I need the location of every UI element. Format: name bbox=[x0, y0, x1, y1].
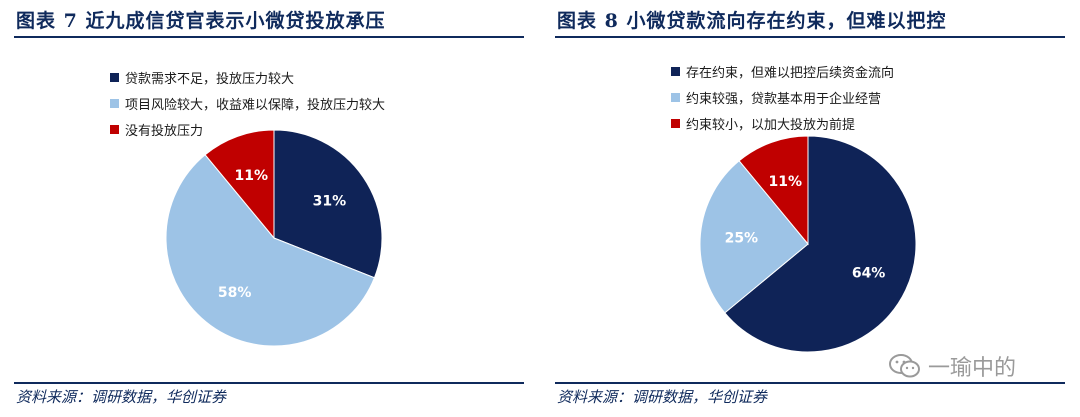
figure-7-top-rule bbox=[14, 36, 524, 38]
figure-8-pie-chart: 64% 25% 11% bbox=[699, 135, 917, 353]
pie-slice bbox=[165, 154, 376, 347]
legend-item: 项目风险较大，收益难以保障，投放压力较大 bbox=[110, 90, 385, 116]
legend-item: 贷款需求不足，投放压力较大 bbox=[110, 64, 385, 90]
figure-7-title: 图表 7 近九成信贷官表示小微贷投放承压 bbox=[16, 10, 386, 32]
figure-8-panel: 图表 8 小微贷款流向存在约束，但难以把控 存在约束，但难以把控后续资金流向 约… bbox=[555, 0, 1065, 417]
figure-7-legend: 贷款需求不足，投放压力较大 项目风险较大，收益难以保障，投放压力较大 没有投放压… bbox=[110, 64, 385, 142]
slice-data-label: 58% bbox=[218, 285, 252, 301]
legend-item: 约束较强，贷款基本用于企业经营 bbox=[671, 84, 894, 110]
figure-8-bottom-rule bbox=[555, 382, 1065, 384]
slice-data-label: 64% bbox=[852, 266, 886, 282]
pie-slice bbox=[699, 160, 809, 314]
legend-swatch bbox=[671, 66, 680, 76]
legend-label: 约束较小，以加大投放为前提 bbox=[686, 117, 856, 133]
legend-swatch bbox=[110, 72, 119, 82]
legend-item: 约束较小，以加大投放为前提 bbox=[671, 110, 894, 136]
figure-7-panel: 图表 7 近九成信贷官表示小微贷投放承压 贷款需求不足，投放压力较大 项目风险较… bbox=[14, 0, 524, 417]
pie-slice bbox=[204, 129, 275, 240]
watermark: 一瑜中的 bbox=[888, 350, 1016, 382]
figure-8-top-rule bbox=[555, 36, 1065, 38]
legend-swatch bbox=[671, 92, 680, 102]
legend-label: 约束较强，贷款基本用于企业经营 bbox=[686, 91, 882, 107]
figure-7-pie-chart: 31% 58% 11% bbox=[165, 129, 383, 347]
slice-data-label: 25% bbox=[725, 231, 759, 247]
slice-data-label: 31% bbox=[313, 193, 347, 209]
legend-item: 没有投放压力 bbox=[110, 116, 385, 142]
slice-data-label: 11% bbox=[769, 174, 803, 190]
figure-7-bottom-rule bbox=[14, 382, 524, 384]
pie-slice bbox=[738, 135, 809, 246]
legend-swatch bbox=[110, 124, 119, 134]
wechat-icon bbox=[889, 354, 920, 378]
legend-item: 存在约束，但难以把控后续资金流向 bbox=[671, 58, 894, 84]
legend-label: 贷款需求不足，投放压力较大 bbox=[125, 71, 295, 87]
figure-8-title: 图表 8 小微贷款流向存在约束，但难以把控 bbox=[557, 10, 947, 32]
legend-swatch bbox=[671, 118, 680, 128]
pie-slice bbox=[273, 129, 383, 279]
slice-data-label: 11% bbox=[235, 168, 269, 184]
figure-8-legend: 存在约束，但难以把控后续资金流向 约束较强，贷款基本用于企业经营 约束较小，以加… bbox=[671, 58, 894, 136]
figure-8-source: 资料来源：调研数据，华创证券 bbox=[557, 388, 768, 406]
watermark-text: 一瑜中的 bbox=[928, 356, 1017, 381]
pie-slice bbox=[724, 135, 917, 353]
legend-swatch bbox=[110, 98, 119, 108]
legend-label: 没有投放压力 bbox=[125, 123, 204, 139]
legend-label: 存在约束，但难以把控后续资金流向 bbox=[686, 65, 895, 81]
figure-7-source: 资料来源：调研数据，华创证券 bbox=[16, 388, 227, 406]
legend-label: 项目风险较大，收益难以保障，投放压力较大 bbox=[125, 97, 386, 113]
